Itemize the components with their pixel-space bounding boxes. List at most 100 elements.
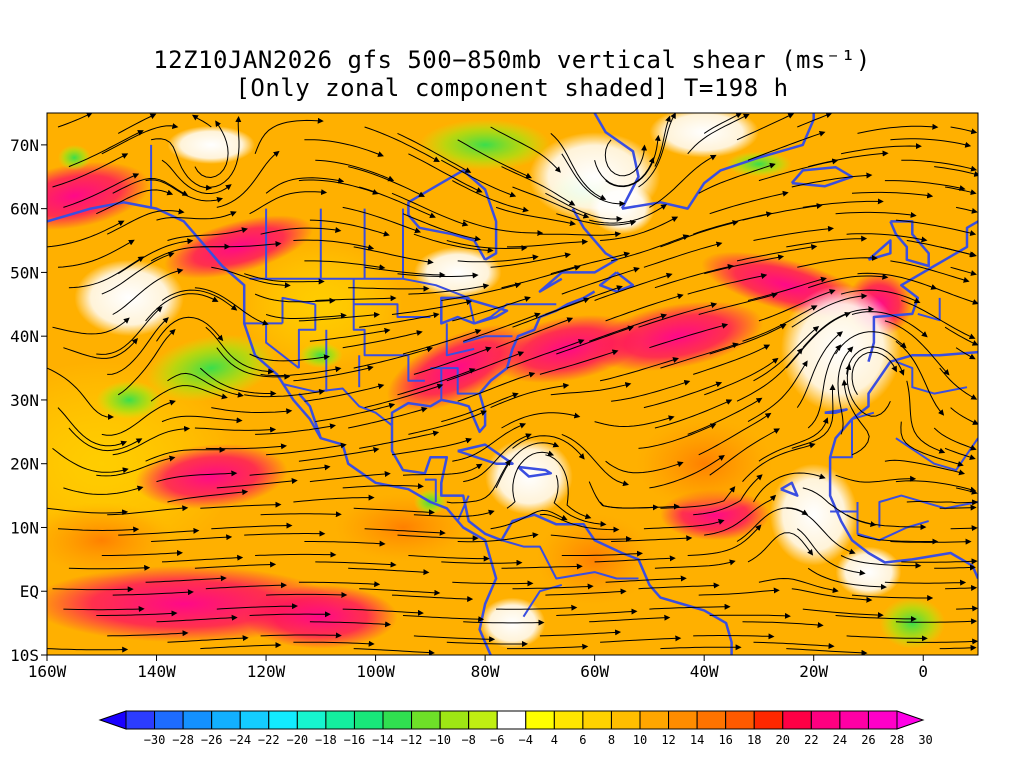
streamline [605, 134, 661, 188]
streamline [709, 323, 787, 355]
coastlines [47, 113, 978, 655]
colorbar-box [496, 710, 527, 730]
streamline [660, 486, 736, 509]
streamline [955, 206, 978, 214]
map-frame [46, 112, 979, 656]
streamline [293, 365, 374, 382]
colorbar-label: 22 [804, 733, 818, 747]
streamline [348, 285, 430, 292]
streamline [402, 463, 483, 476]
x-tick-label: 140W [137, 662, 176, 681]
streamline [216, 347, 291, 380]
longitude-axis: 160W 140W 120W 100W 80W 60W 40W 20W 0 [28, 655, 928, 681]
streamline [797, 113, 833, 128]
streamline [107, 630, 189, 637]
streamline [304, 139, 384, 157]
streamline [890, 538, 972, 545]
streamline [298, 311, 380, 322]
streamline [654, 399, 733, 429]
streamline [211, 407, 293, 415]
streamline [446, 459, 511, 504]
colorbar-box [610, 710, 641, 730]
streamline [490, 126, 561, 173]
colorbar-box [810, 710, 841, 730]
x-tick-label: 0 [918, 662, 928, 681]
streamline [364, 126, 440, 163]
streamline [550, 382, 632, 396]
streamline [348, 406, 428, 429]
streamline [490, 252, 572, 268]
y-tick-label: 70N [10, 136, 39, 155]
streamline [704, 494, 777, 536]
streamline [47, 220, 125, 248]
streamline [151, 534, 233, 542]
streamline [47, 507, 129, 516]
colorbar-label: 6 [579, 733, 586, 747]
streamline [315, 561, 397, 568]
streamline [638, 423, 717, 449]
shading-patch [326, 489, 480, 566]
streamline [687, 397, 763, 435]
streamline [205, 582, 287, 590]
shading-patch [74, 259, 184, 337]
streamline [556, 608, 638, 616]
streamline [200, 501, 282, 509]
streamline [315, 402, 396, 423]
streamline [101, 549, 183, 556]
streamline [463, 433, 532, 483]
streamline [452, 296, 531, 322]
colorbar-box [296, 710, 327, 730]
streamline [342, 483, 424, 490]
streamline [205, 116, 242, 188]
streamline [161, 289, 238, 311]
streamline [408, 555, 490, 562]
streamline [353, 507, 435, 516]
streamline [934, 166, 978, 177]
streamline [698, 162, 776, 194]
streamline [106, 208, 185, 235]
colorbar-label: 8 [608, 733, 615, 747]
streamline [944, 326, 978, 346]
streamline [802, 306, 875, 349]
streamline [96, 189, 174, 215]
coastline-segment [598, 271, 635, 293]
coastline-segment [593, 113, 640, 210]
streamline [906, 499, 978, 506]
shading-patch [146, 334, 277, 402]
streamline [216, 477, 298, 489]
political-border [895, 360, 968, 395]
streamline [808, 150, 889, 168]
streamline [747, 276, 827, 301]
streamline [255, 423, 336, 435]
streamline [293, 239, 375, 251]
streamline [490, 382, 570, 409]
colorbar-box [582, 710, 612, 730]
streamline [359, 312, 440, 328]
streamline [342, 330, 423, 349]
streamline [512, 435, 585, 460]
streamline [397, 132, 472, 173]
streamline [68, 564, 151, 571]
streamline [457, 371, 536, 402]
streamline [890, 138, 972, 148]
streamline [244, 388, 326, 398]
streamline [895, 480, 977, 493]
streamline [945, 584, 978, 591]
streamline [840, 289, 921, 304]
streamline [605, 293, 684, 322]
streamline [244, 273, 325, 285]
streamline [698, 412, 772, 456]
colorbar-label: 10 [633, 733, 647, 747]
streamline [939, 246, 976, 258]
streamline [939, 504, 977, 511]
streamline [840, 143, 922, 155]
streamline [956, 605, 978, 612]
colorbar-label: 14 [690, 733, 704, 747]
streamline [501, 563, 583, 570]
streamline [112, 177, 189, 196]
streamline [845, 363, 891, 417]
x-tick-label: 40W [690, 662, 719, 681]
streamline [791, 384, 836, 449]
streamline [309, 621, 392, 628]
streamline [96, 306, 163, 355]
